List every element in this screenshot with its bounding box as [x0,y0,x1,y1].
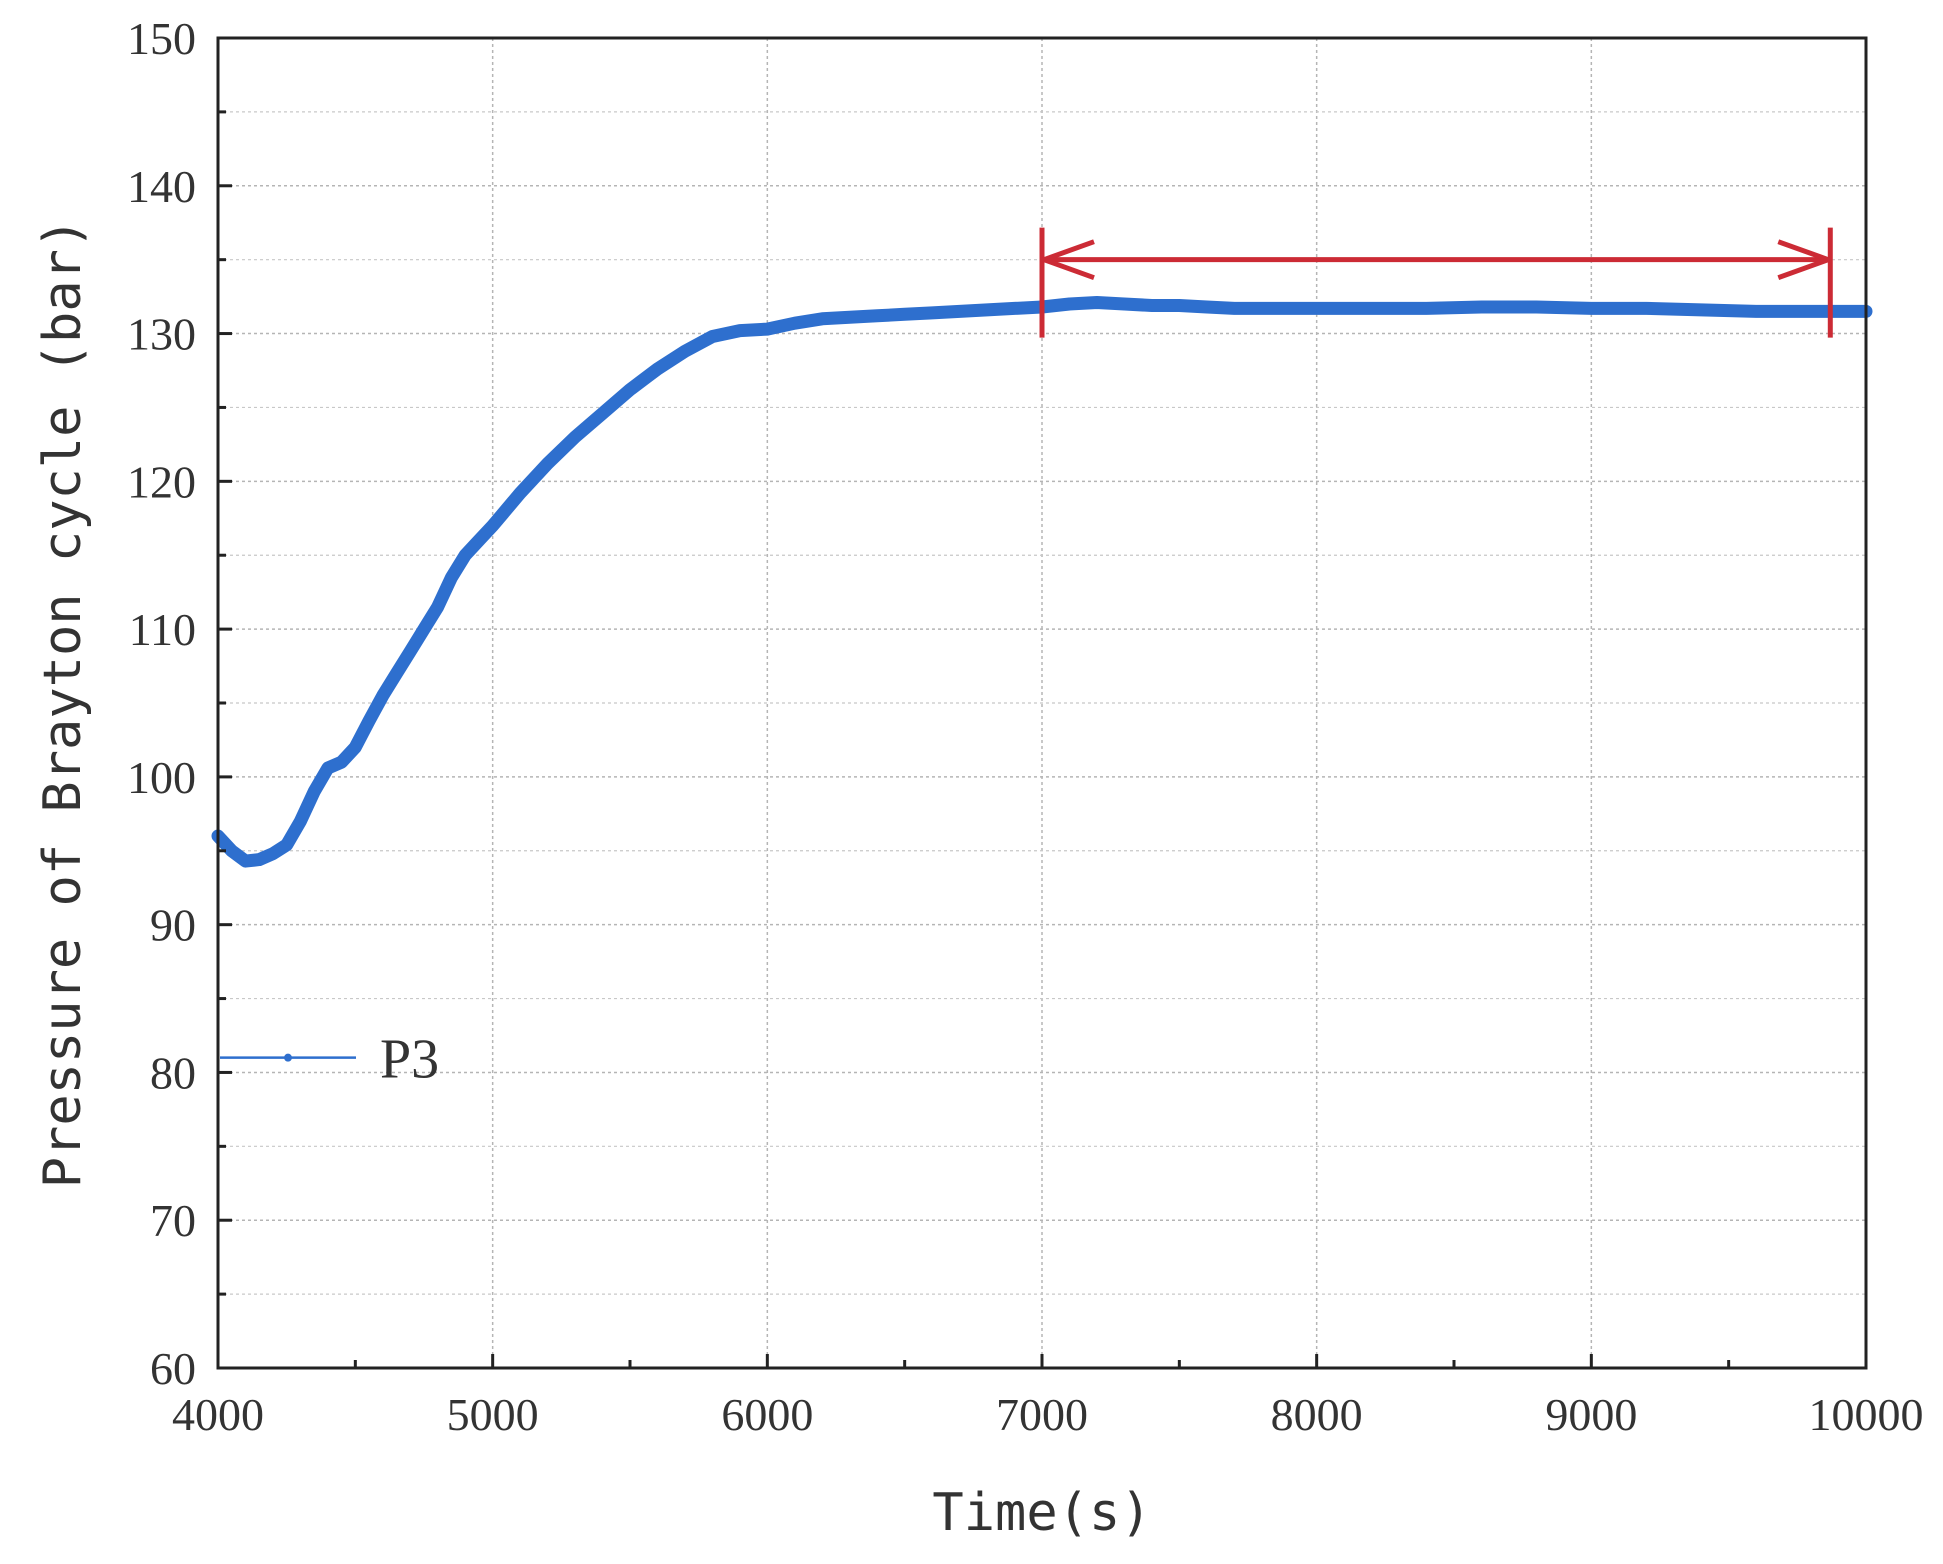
y-tick-label: 100 [127,752,196,803]
arrow-left-head [1041,239,1095,281]
legend-label: P3 [380,1029,439,1091]
legend-marker [284,1053,292,1062]
y-tick-label: 60 [150,1343,196,1394]
x-axis-label: Time(s) [932,1483,1151,1543]
x-tick-label: 10000 [1809,1389,1924,1440]
y-tick-label: 110 [129,604,196,655]
x-tick-label: 4000 [172,1389,264,1440]
series-line-p3 [211,296,1873,868]
x-tick-label: 5000 [447,1389,539,1440]
arrow-right-head [1777,239,1831,281]
axis-ticks [216,36,1868,1370]
y-tick-label: 130 [127,309,196,360]
y-tick-label: 80 [150,1047,196,1098]
y-axis-label: Pressure of Brayton cycle (bar) [33,218,93,1189]
x-tick-label: 8000 [1271,1389,1363,1440]
y-tick-label: 150 [127,13,196,64]
y-tick-label: 140 [127,161,196,212]
y-tick-label: 90 [150,900,196,951]
x-tick-label: 6000 [721,1389,813,1440]
plot-area [211,296,1873,868]
legend: P3 [220,1029,439,1091]
y-tick-label: 120 [127,456,196,507]
y-tick-label: 70 [150,1195,196,1246]
steady-state-range-arrow [1039,227,1833,338]
tick-labels: 4000 5000 6000 7000 8000 9000 10000 60 70 80 90 100… [127,13,1924,1440]
x-tick-label: 7000 [996,1389,1088,1440]
x-tick-label: 9000 [1545,1389,1637,1440]
